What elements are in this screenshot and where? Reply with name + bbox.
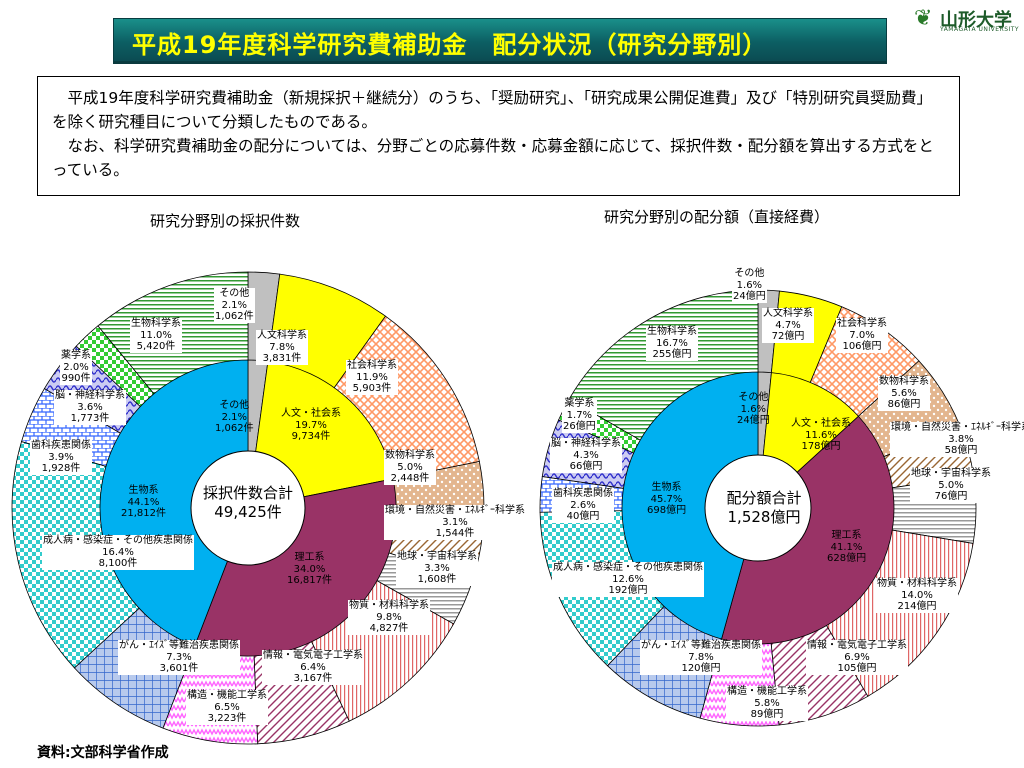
chart-2-outer-label-2: 社会科学系 7.0% 106億円 <box>836 318 888 353</box>
chart-1-center-hole <box>190 450 306 566</box>
chart-2-outer-label-8: 構造・機能工学系 5.8% 89億円 <box>726 686 808 721</box>
chart-1-outer-label-4: 環境・自然災害・ｴﾈﾙｷﾞｰ科学系 3.1% 1,544件 <box>384 505 526 540</box>
chart-1-inner-label-0: その他 2.1% 1,062件 <box>215 400 254 434</box>
chart-1-outer-label-1: 人文科学系 7.8% 3,831件 <box>256 330 308 365</box>
chart-1-outer-label-3: 数物科学系 5.0% 2,448件 <box>384 450 436 485</box>
chart-1-outer-label-14: 生物科学系 11.0% 5,420件 <box>130 318 182 353</box>
chart-2-outer-label-5: 地球・宇宙科学系 5.0% 76億円 <box>910 468 992 503</box>
logo-mark-icon: ❦ <box>914 6 933 31</box>
title-bar: 平成19年度科学研究費補助金 配分状況（研究分野別） <box>113 18 887 62</box>
chart-1-outer-label-10: 成人病・感染症・その他疾患関係 16.4% 8,100件 <box>42 535 194 570</box>
chart-1-center: 採択件数合計 49,425件 <box>188 484 308 522</box>
chart-1-title: 研究分野別の採択件数 <box>150 212 301 230</box>
chart-2-outer-label-4: 環境・自然災害・ｴﾈﾙｷﾞｰ科学系 3.8% 58億円 <box>890 422 1024 457</box>
chart-1-inner-slice-3 <box>99 359 249 647</box>
chart-1-inner-label-3: 生物系 44.1% 21,812件 <box>121 485 166 519</box>
chart-1-outer-label-0: その他 2.1% 1,062件 <box>214 288 255 323</box>
chart-2-center-value: 1,528億円 <box>727 508 801 526</box>
chart-1-outer-label-8: 構造・機能工学系 6.5% 3,223件 <box>186 690 268 725</box>
chart-1-outer-label-9: がん・ｴｲｽﾞ等難治疾患関係 7.3% 3,601件 <box>118 640 240 675</box>
chart-1-outer-label-2: 社会科学系 11.9% 5,903件 <box>346 360 398 395</box>
chart-2-outer-label-6: 物質・材料科学系 14.0% 214億円 <box>876 578 958 613</box>
chart-1-outer-label-12: 脳・神経科学系 3.6% 1,773件 <box>54 390 126 425</box>
page-title: 平成19年度科学研究費補助金 配分状況（研究分野別） <box>132 31 768 59</box>
chart-2-inner-label-2: 理工系 41.1% 628億円 <box>827 530 867 564</box>
chart-2-outer-label-13: 薬学系 1.7% 26億円 <box>562 398 597 433</box>
logo-name: 山形大学 <box>940 10 1012 31</box>
chart-1-outer-label-7: 情報・電気電子工学系 6.4% 3,167件 <box>262 650 364 685</box>
description-paragraph-2: なお、科学研究費補助金の配分については、分野ごとの応募件数・応募金額に応じて、採… <box>52 137 934 179</box>
chart-2-inner-label-3: 生物系 45.7% 698億円 <box>647 482 687 516</box>
chart-1-outer-label-6: 物質・材料科学系 9.8% 4,827件 <box>348 600 430 635</box>
source-note: 資料:文部科学省作成 <box>37 745 169 761</box>
chart-2-outer-label-7: 情報・電気電子工学系 6.9% 105億円 <box>806 640 908 675</box>
chart-1-inner-label-1: 人文・社会系 19.7% 9,734件 <box>281 408 341 442</box>
chart-2-outer-label-0: その他 1.6% 24億円 <box>732 268 767 303</box>
chart-1-outer-label-11: 歯科疾患関係 3.9% 1,928件 <box>30 440 92 475</box>
chart-2-center-label: 配分額合計 <box>726 489 802 507</box>
chart-2-center-hole <box>704 454 812 562</box>
description-box: 平成19年度科学研究費補助金（新規採択＋継続分）のうち、「奨励研究」、「研究成果… <box>37 76 960 196</box>
logo-subtitle: YAMAGATA UNIVERSITY <box>940 26 1020 33</box>
chart-2-inner-label-0: その他 1.6% 24億円 <box>737 392 770 426</box>
chart-1-outer-label-13: 薬学系 2.0% 990件 <box>60 350 92 385</box>
description-paragraph-1: 平成19年度科学研究費補助金（新規採択＋継続分）のうち、「奨励研究」、「研究成果… <box>52 89 932 131</box>
chart-2-title: 研究分野別の配分額（直接経費） <box>604 208 830 226</box>
chart-1-inner-label-2: 理工系 34.0% 16,817件 <box>287 552 332 586</box>
chart-2-inner-label-1: 人文・社会系 11.6% 178億円 <box>791 418 851 452</box>
chart-2-outer-label-11: 歯科疾患関係 2.6% 40億円 <box>552 488 614 523</box>
chart-1-center-value: 49,425件 <box>214 503 282 521</box>
chart-2-outer-label-12: 脳・神経科学系 4.3% 66億円 <box>550 438 622 473</box>
university-logo: ❦ 山形大学 YAMAGATA UNIVERSITY <box>912 4 1024 36</box>
chart-2-outer-label-3: 数物科学系 5.6% 86億円 <box>878 376 930 411</box>
chart-2-outer-label-1: 人文科学系 4.7% 72億円 <box>762 308 814 343</box>
chart-2-outer-label-10: 成人病・感染症・その他疾患関係 12.6% 192億円 <box>552 562 704 597</box>
chart-1-outer-label-5: 地球・宇宙科学系 3.3% 1,608件 <box>396 551 478 586</box>
chart-2-center: 配分額合計 1,528億円 <box>704 489 824 527</box>
chart-2-inner-slice-2 <box>721 415 895 645</box>
chart-2-outer-label-14: 生物科学系 16.7% 255億円 <box>646 326 698 361</box>
chart-1-center-label: 採択件数合計 <box>202 484 293 502</box>
chart-2-outer-label-9: がん・ｴｲｽﾞ等難治疾患関係 7.8% 120億円 <box>640 640 762 675</box>
